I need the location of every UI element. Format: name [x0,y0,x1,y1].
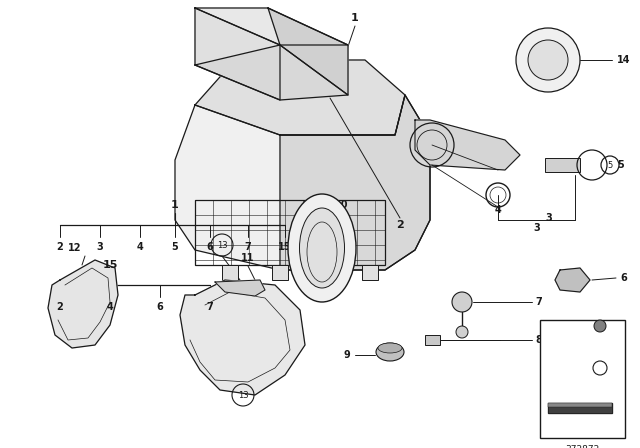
Bar [540,320,625,438]
Text: 5: 5 [607,160,612,169]
Polygon shape [280,95,430,270]
Text: 12: 12 [68,243,82,253]
Polygon shape [268,8,348,95]
Text: 5: 5 [617,160,624,170]
Polygon shape [555,268,590,292]
Text: 5: 5 [172,242,179,252]
Ellipse shape [376,343,404,361]
Polygon shape [195,8,280,100]
Text: 3: 3 [545,213,552,223]
Text: 7: 7 [535,297,541,307]
Text: 11: 11 [241,253,255,263]
Text: 13: 13 [237,391,248,400]
Polygon shape [48,260,118,348]
Text: 4: 4 [136,242,143,252]
Text: 4: 4 [495,205,501,215]
Circle shape [516,28,580,92]
Bar [548,403,612,407]
Text: 2: 2 [396,220,404,230]
Ellipse shape [378,343,402,353]
Text: 2: 2 [56,302,63,312]
Bar [545,158,580,172]
Polygon shape [195,60,405,135]
Polygon shape [175,95,430,270]
Text: 15: 15 [278,242,292,252]
Bar [222,265,238,280]
Polygon shape [548,403,612,413]
Circle shape [452,292,472,312]
Bar [195,200,385,265]
Text: 1: 1 [171,200,179,210]
Text: 13: 13 [550,325,563,335]
Text: 7: 7 [207,302,213,312]
Text: 372872: 372872 [565,445,599,448]
Text: 9: 9 [343,350,350,360]
Polygon shape [195,45,348,100]
Text: 13: 13 [217,241,227,250]
Bar [425,335,440,345]
Polygon shape [215,280,265,296]
Text: 5: 5 [550,367,557,377]
Bar [272,265,288,280]
Polygon shape [195,8,348,45]
Circle shape [594,320,606,332]
Text: 15: 15 [102,260,118,270]
Circle shape [456,326,468,338]
Ellipse shape [300,208,344,288]
Text: 3: 3 [534,223,540,233]
Text: 7: 7 [244,242,252,252]
Bar [362,265,378,280]
Text: 10: 10 [335,200,349,210]
Polygon shape [180,280,305,395]
Text: 6: 6 [620,273,627,283]
Bar [322,265,338,280]
Ellipse shape [288,194,356,302]
Text: 1: 1 [351,13,359,23]
Text: 4: 4 [107,302,113,312]
Text: 6: 6 [207,242,213,252]
Circle shape [528,40,568,80]
Text: 6: 6 [157,302,163,312]
Text: 14: 14 [617,55,630,65]
Polygon shape [415,120,520,170]
Text: 2: 2 [56,242,63,252]
Text: 8: 8 [535,335,542,345]
Text: 3: 3 [97,242,104,252]
